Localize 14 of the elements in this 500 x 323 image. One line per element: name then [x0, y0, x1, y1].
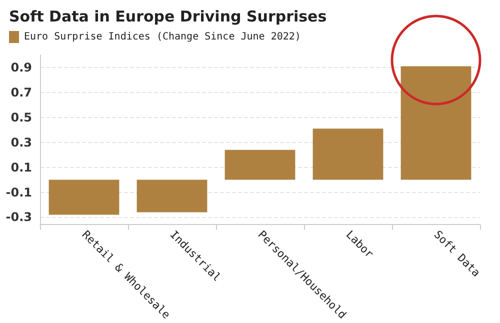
- bar: [312, 128, 384, 180]
- y-tick-label: 0.7: [10, 85, 32, 100]
- y-tick-label: 0.3: [10, 135, 32, 150]
- y-tick-label: 0.9: [10, 60, 32, 74]
- y-tick-label: -0.3: [6, 210, 32, 224]
- y-tick-label: 0.1: [10, 160, 32, 174]
- bar: [136, 180, 208, 212]
- bar: [400, 66, 472, 180]
- y-tick-label: 0.5: [10, 110, 32, 124]
- legend-label: Euro Surprise Indices (Change Since June 2022): [24, 32, 301, 42]
- y-tick-label: -0.1: [6, 185, 32, 200]
- bar: [224, 150, 296, 180]
- chart-title: Soft Data in Europe Driving Surprises: [9, 8, 327, 26]
- bar: [48, 180, 120, 215]
